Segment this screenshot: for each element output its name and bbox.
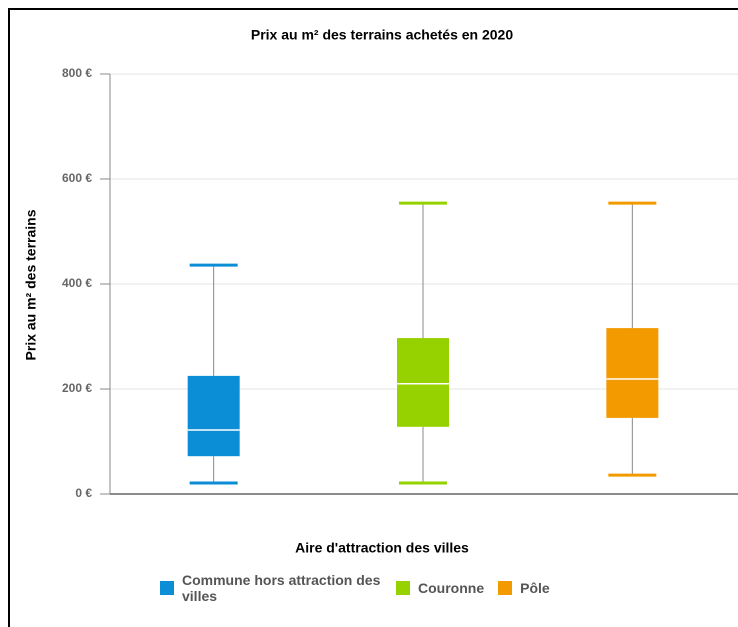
box [397,338,449,427]
y-tick-label: 400 € [62,276,92,290]
legend-swatch [160,581,174,595]
y-tick-label: 800 € [62,66,92,80]
legend-swatch [498,581,513,595]
y-tick-label: 600 € [62,171,92,185]
legend-label: Pôle [520,580,550,596]
legend-label: Couronne [418,580,485,596]
x-axis-title: Aire d'attraction des villes [295,540,469,556]
legend: Commune hors attraction des villes Couron… [160,572,550,604]
y-tick-label: 200 € [62,381,92,395]
frame [8,8,738,627]
box [606,328,659,418]
box [187,375,240,457]
legend-item: Couronne [396,580,484,596]
chart-title: Prix au m² des terrains achetés en 2020 [251,27,513,43]
legend-label: Commune hors attraction des villes [182,572,381,604]
y-tick-label: 0 € [75,486,92,500]
y-axis-title: Prix au m² des terrains [23,209,39,360]
legend-item: Pôle [498,580,550,596]
legend-item: Commune hors attraction des villes [160,572,382,604]
legend-swatch [396,581,410,595]
